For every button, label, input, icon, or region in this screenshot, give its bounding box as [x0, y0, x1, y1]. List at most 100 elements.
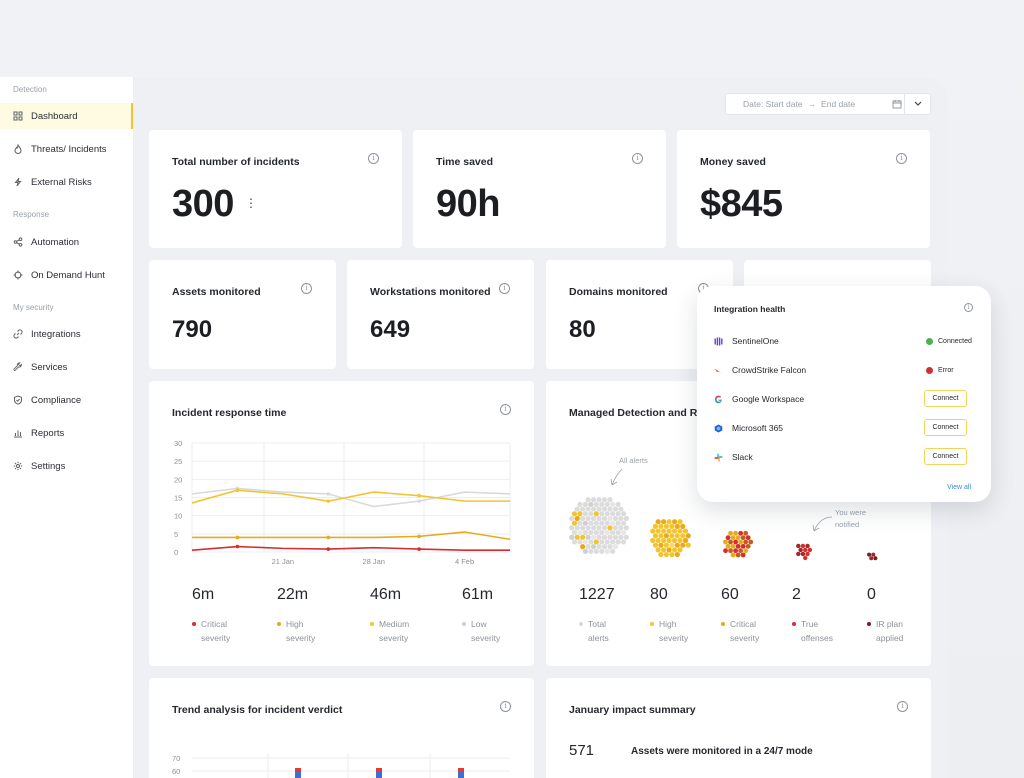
- bubble-dot: [615, 529, 621, 536]
- bubble-dot: [615, 520, 621, 526]
- sidebar-item-services[interactable]: Services: [0, 354, 133, 380]
- legend-dot-true: [792, 622, 796, 626]
- info-icon[interactable]: i: [500, 404, 511, 415]
- sidebar-section-detection: Detection: [13, 85, 47, 94]
- legend-high: High severity: [286, 619, 316, 643]
- data-point: [417, 534, 421, 539]
- info-icon[interactable]: i: [897, 701, 908, 712]
- bubble-dot: [674, 551, 680, 558]
- bubble-dot: [596, 525, 602, 531]
- card-title: Incident response time: [172, 407, 287, 419]
- integration-name: SentinelOne: [732, 336, 779, 346]
- legend-dot-low: [462, 622, 466, 626]
- connect-button[interactable]: Connect: [924, 419, 967, 436]
- wrench-icon: [13, 362, 23, 372]
- sidebar-item-threats-incidents[interactable]: Threats/ Incidents: [0, 136, 133, 162]
- bubble-dot: [803, 555, 808, 561]
- stat-medium-value: 46m: [370, 586, 402, 603]
- bubble-dot: [610, 539, 616, 545]
- data-point: [326, 547, 331, 551]
- bubble-dot: [740, 535, 746, 541]
- view-all-link[interactable]: View all: [947, 484, 971, 491]
- connect-button[interactable]: Connect: [924, 448, 967, 465]
- info-icon[interactable]: i: [368, 153, 379, 164]
- bubble-dot: [585, 515, 591, 522]
- arrow-right-icon: →: [807, 99, 817, 109]
- bubble-dot: [735, 552, 741, 558]
- card-title: Money saved: [700, 156, 766, 168]
- bubble-dot: [669, 523, 675, 529]
- bubble-dot: [585, 534, 591, 540]
- sidebar-item-compliance[interactable]: Compliance: [0, 387, 133, 413]
- bubble-dot: [666, 519, 672, 525]
- calendar-icon: [892, 100, 902, 109]
- info-icon[interactable]: i: [632, 153, 643, 164]
- legend-low: Low severity: [471, 619, 501, 643]
- bubble-dot: [571, 511, 578, 517]
- bubble-dot: [655, 519, 661, 525]
- google-logo-icon: [715, 395, 722, 403]
- bubble-dot: [680, 523, 686, 529]
- bubble-dot: [685, 533, 691, 539]
- sidebar-item-settings[interactable]: Settings: [0, 453, 133, 479]
- bar-chart-icon: [13, 428, 23, 438]
- status-badge: Error: [926, 366, 954, 374]
- incident-response-card: Incident response time i 0 5 10 15 20 25 30 21 …: [149, 381, 534, 666]
- bubble-dot: [604, 501, 610, 507]
- microsoft-365-logo-icon: [714, 424, 723, 432]
- series-line-2: [192, 531, 511, 541]
- bubble-dot: [577, 501, 583, 507]
- bubble-dot: [867, 552, 872, 557]
- bubble-dot: [585, 525, 591, 531]
- data-point: [417, 493, 421, 498]
- bubble-dot: [735, 543, 741, 549]
- incident-response-chart: 0 5 10 15 20 25 30 21 Jan 28 Jan 4 Feb: [174, 439, 511, 566]
- sidebar-item-automation[interactable]: Automation: [0, 229, 133, 255]
- bubble-dot: [728, 539, 733, 545]
- y-tick: 60: [172, 767, 180, 776]
- sidebar-item-label: Reports: [31, 427, 65, 439]
- bubble-dot: [588, 501, 594, 507]
- bubble-dot: [571, 539, 578, 545]
- info-icon[interactable]: i: [964, 303, 973, 312]
- sidebar-item-reports[interactable]: Reports: [0, 420, 133, 446]
- bubble-dot: [623, 515, 629, 522]
- sidebar-item-dashboard[interactable]: Dashboard: [0, 103, 133, 129]
- info-icon[interactable]: i: [500, 701, 511, 712]
- chevron-down-icon[interactable]: [904, 94, 930, 114]
- bubble-dot: [590, 534, 597, 540]
- bubble-dot: [728, 548, 733, 554]
- annotation-all-alerts: All alerts: [619, 456, 648, 465]
- sidebar-item-external-risks[interactable]: External Risks: [0, 169, 133, 195]
- bubble-dot: [607, 525, 613, 531]
- info-icon[interactable]: i: [499, 283, 510, 294]
- more-icon[interactable]: ⋮: [245, 196, 257, 210]
- bubble-dot: [677, 537, 683, 544]
- bubble-dot: [601, 506, 608, 512]
- bubble-dot: [612, 506, 619, 512]
- managed-detection-card: Managed Detection and Res All alerts You…: [546, 381, 931, 666]
- bubble-dot: [650, 537, 656, 544]
- bubble-dot: [601, 534, 608, 540]
- bubble-dot: [569, 534, 575, 540]
- integration-health-popup: Integration health i SentinelOne Connect…: [697, 286, 991, 502]
- annotation-arrow: [812, 516, 833, 532]
- info-icon[interactable]: i: [896, 153, 907, 164]
- bubble-dot: [623, 534, 629, 540]
- info-icon[interactable]: i: [301, 283, 312, 294]
- integration-row-google-workspace: Google Workspace Connect: [714, 390, 974, 407]
- bubble-dot: [796, 543, 801, 549]
- bubble-dot: [666, 547, 672, 553]
- bubble-dot: [803, 547, 808, 553]
- connect-button[interactable]: Connect: [924, 390, 967, 407]
- date-range-picker[interactable]: Date: Start date → End date: [725, 93, 931, 115]
- bubble-dot: [735, 535, 741, 541]
- bubble-dot: [590, 515, 597, 522]
- end-date-field[interactable]: End date: [821, 99, 856, 109]
- bubble-dot: [725, 543, 731, 549]
- sidebar-item-integrations[interactable]: Integrations: [0, 321, 133, 347]
- start-date-field[interactable]: Date: Start date: [743, 99, 803, 109]
- sidebar-item-on-demand-hunt[interactable]: On Demand Hunt: [0, 262, 133, 288]
- bubble-dot: [612, 544, 619, 550]
- bubble-dot: [674, 533, 680, 539]
